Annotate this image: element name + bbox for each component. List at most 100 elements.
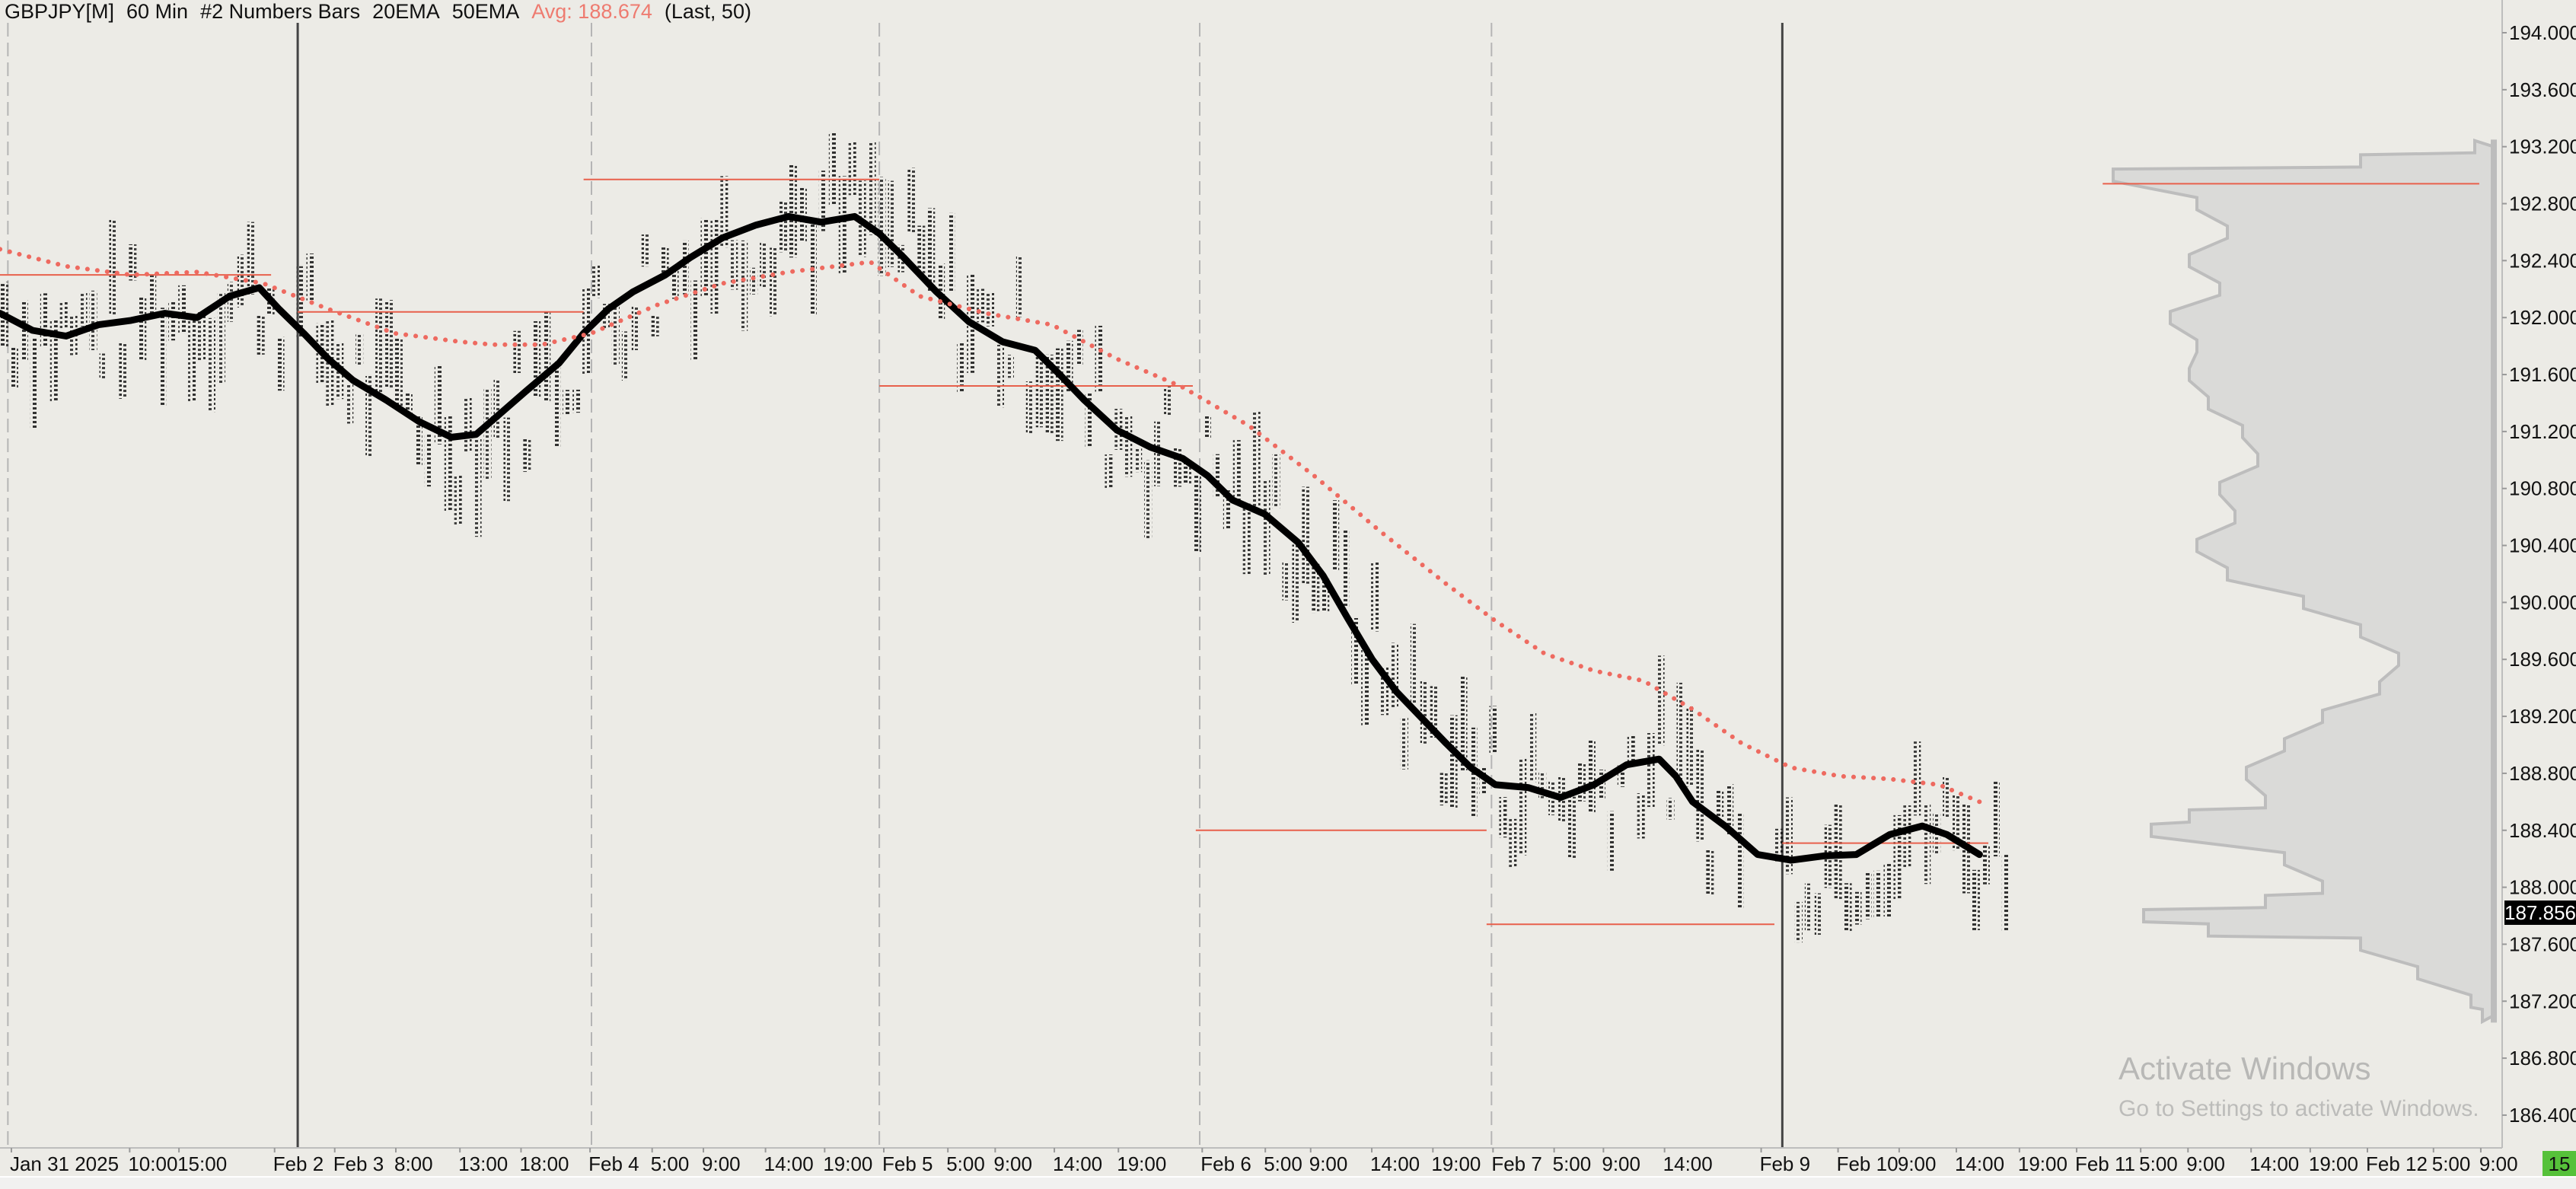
corner-badge[interactable]: 15 xyxy=(2543,1151,2576,1177)
number-bar xyxy=(681,240,689,295)
number-bar xyxy=(20,300,28,362)
ema20-label[interactable]: 20EMA xyxy=(372,0,440,23)
number-bar xyxy=(1390,642,1398,709)
number-bar xyxy=(1883,862,1892,917)
number-bar xyxy=(1075,330,1083,365)
composite-volume-profile xyxy=(2112,138,2497,1025)
number-bar xyxy=(523,438,531,472)
avg-label[interactable]: Avg: 188.674 xyxy=(531,0,652,23)
number-bar xyxy=(789,164,797,258)
time-tick-label: 9:00 xyxy=(702,1152,741,1175)
number-bar xyxy=(464,397,472,453)
number-bar xyxy=(1025,381,1034,434)
time-tick-label: Feb 5 xyxy=(882,1152,933,1175)
price-tick-label: 190.400 xyxy=(2509,534,2576,557)
number-bar xyxy=(434,365,442,445)
number-bar xyxy=(168,301,177,341)
time-tick-label: 19:00 xyxy=(1117,1152,1166,1175)
number-bar xyxy=(1252,411,1261,507)
time-axis[interactable]: Jan 31 2025 10:00 15:00 Feb 2 Feb 3 8:00 13:00… xyxy=(10,1148,2518,1175)
number-bar xyxy=(750,267,758,295)
number-bar xyxy=(1174,448,1182,487)
price-tick-label: 187.600 xyxy=(2509,932,2576,955)
number-bar xyxy=(1449,715,1458,809)
number-bar xyxy=(10,347,18,388)
time-tick-label: Feb 4 xyxy=(588,1152,639,1175)
number-bar xyxy=(1232,440,1241,500)
number-bar xyxy=(1499,797,1507,838)
number-bar xyxy=(770,247,778,317)
number-bar xyxy=(1784,797,1793,875)
number-bar xyxy=(1637,793,1645,839)
time-tick-label: 5:00 xyxy=(1264,1152,1302,1175)
number-bar xyxy=(79,292,88,327)
number-bar xyxy=(424,434,432,487)
time-tick-label: 5:00 xyxy=(2432,1152,2471,1175)
number-bar xyxy=(227,282,235,322)
number-bar xyxy=(1873,870,1882,918)
watermark-subtitle: Go to Settings to activate Windows. xyxy=(2119,1096,2479,1121)
number-bar xyxy=(1775,828,1783,862)
number-bar xyxy=(1302,486,1310,584)
number-bar xyxy=(1676,682,1685,783)
time-tick-label: 14:00 xyxy=(1663,1152,1713,1175)
number-bar xyxy=(483,389,492,480)
number-bar xyxy=(957,342,965,393)
number-bar xyxy=(1578,763,1586,802)
number-bar xyxy=(1706,850,1714,896)
number-bar xyxy=(355,334,364,366)
number-bar xyxy=(828,131,837,206)
price-axis[interactable]: 194.000 193.600 193.200 192.800 192.400 192.0… xyxy=(2502,21,2576,1127)
number-bar xyxy=(631,305,639,350)
number-bar xyxy=(1666,798,1675,820)
number-bar xyxy=(1804,883,1812,931)
number-bar xyxy=(1223,490,1231,531)
number-bar xyxy=(158,308,167,406)
number-bar xyxy=(1981,845,1990,885)
number-bar xyxy=(1943,776,1951,818)
ema-lines xyxy=(0,212,1983,864)
number-bar xyxy=(1844,883,1852,932)
number-bar xyxy=(1400,717,1408,770)
watermark-title: Activate Windows xyxy=(2119,1050,2371,1086)
time-tick-label: 9:00 xyxy=(2479,1152,2518,1175)
number-bar xyxy=(1371,562,1379,632)
price-tick-label: 186.400 xyxy=(2509,1104,2576,1127)
number-bar xyxy=(1213,454,1221,498)
number-bar xyxy=(503,417,512,502)
number-bar xyxy=(454,475,462,525)
price-tick-label: 194.000 xyxy=(2509,21,2576,44)
number-bar xyxy=(217,292,225,384)
bar-type-label[interactable]: #2 Numbers Bars xyxy=(200,0,361,23)
number-bar xyxy=(473,438,482,537)
last-label[interactable]: (Last, 50) xyxy=(664,0,751,23)
number-bar xyxy=(1607,811,1615,871)
number-bar xyxy=(1035,354,1044,428)
number-bar xyxy=(1312,563,1320,614)
number-bar xyxy=(1341,530,1350,607)
number-bar xyxy=(1587,739,1596,813)
time-tick-label: 9:00 xyxy=(2186,1152,2225,1175)
price-tick-label: 189.600 xyxy=(2509,648,2576,671)
number-bar xyxy=(1568,796,1577,859)
number-bar xyxy=(621,331,630,381)
time-tick-label: 5:00 xyxy=(946,1152,985,1175)
number-bar xyxy=(1479,767,1487,795)
number-bar xyxy=(1726,784,1734,835)
symbol-label[interactable]: GBPJPY[M] xyxy=(5,0,115,23)
number-bar xyxy=(247,222,255,295)
number-bar xyxy=(444,415,452,512)
number-bar xyxy=(119,343,127,399)
interval-label[interactable]: 60 Min xyxy=(126,0,189,23)
number-bar xyxy=(888,180,896,267)
price-tick-label: 192.800 xyxy=(2509,193,2576,215)
chart-header: GBPJPY[M] 60 Min #2 Numbers Bars 20EMA 5… xyxy=(5,0,751,24)
ema50-label[interactable]: 50EMA xyxy=(451,0,520,23)
number-bar xyxy=(977,288,985,323)
number-bar xyxy=(1509,818,1517,869)
time-tick-label: 14:00 xyxy=(764,1152,814,1175)
price-tick-label: 188.800 xyxy=(2509,762,2576,785)
number-bar xyxy=(661,247,669,276)
number-bar xyxy=(1272,454,1280,508)
